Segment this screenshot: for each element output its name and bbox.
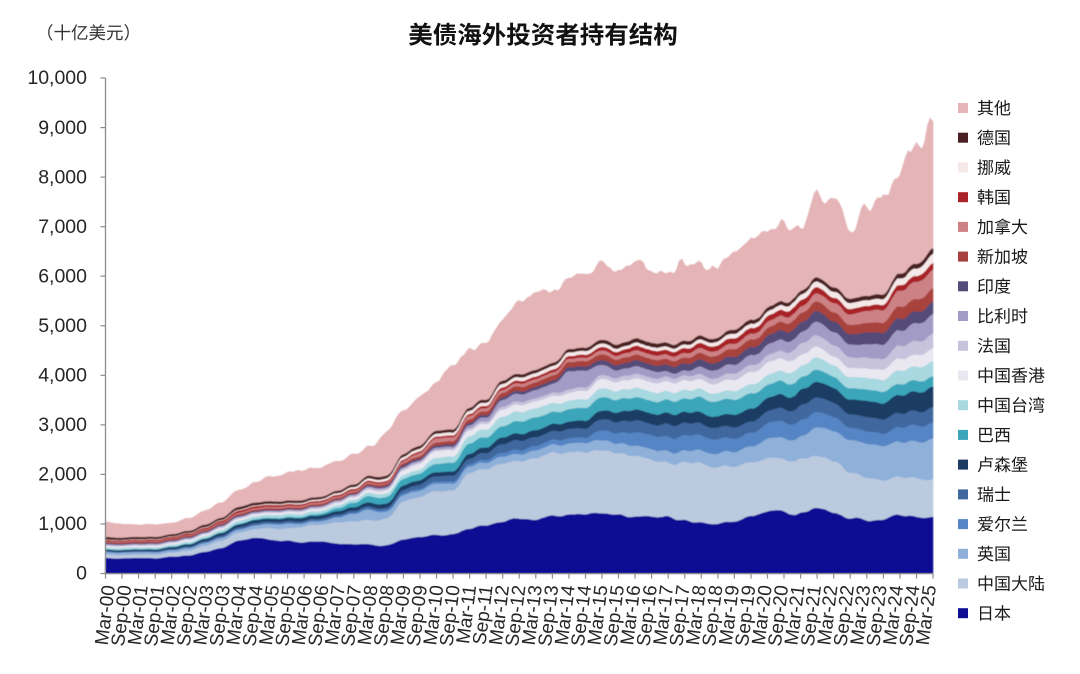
svg-text:1,000: 1,000: [38, 513, 87, 535]
svg-text:8,000: 8,000: [38, 166, 87, 188]
svg-text:9,000: 9,000: [38, 117, 87, 139]
svg-text:0: 0: [76, 563, 87, 585]
svg-text:2,000: 2,000: [38, 464, 87, 486]
svg-text:10,000: 10,000: [27, 67, 87, 89]
svg-text:6,000: 6,000: [38, 265, 87, 287]
svg-text:4,000: 4,000: [38, 365, 87, 387]
svg-text:7,000: 7,000: [38, 216, 87, 238]
svg-text:5,000: 5,000: [38, 315, 87, 337]
svg-text:3,000: 3,000: [38, 414, 87, 436]
